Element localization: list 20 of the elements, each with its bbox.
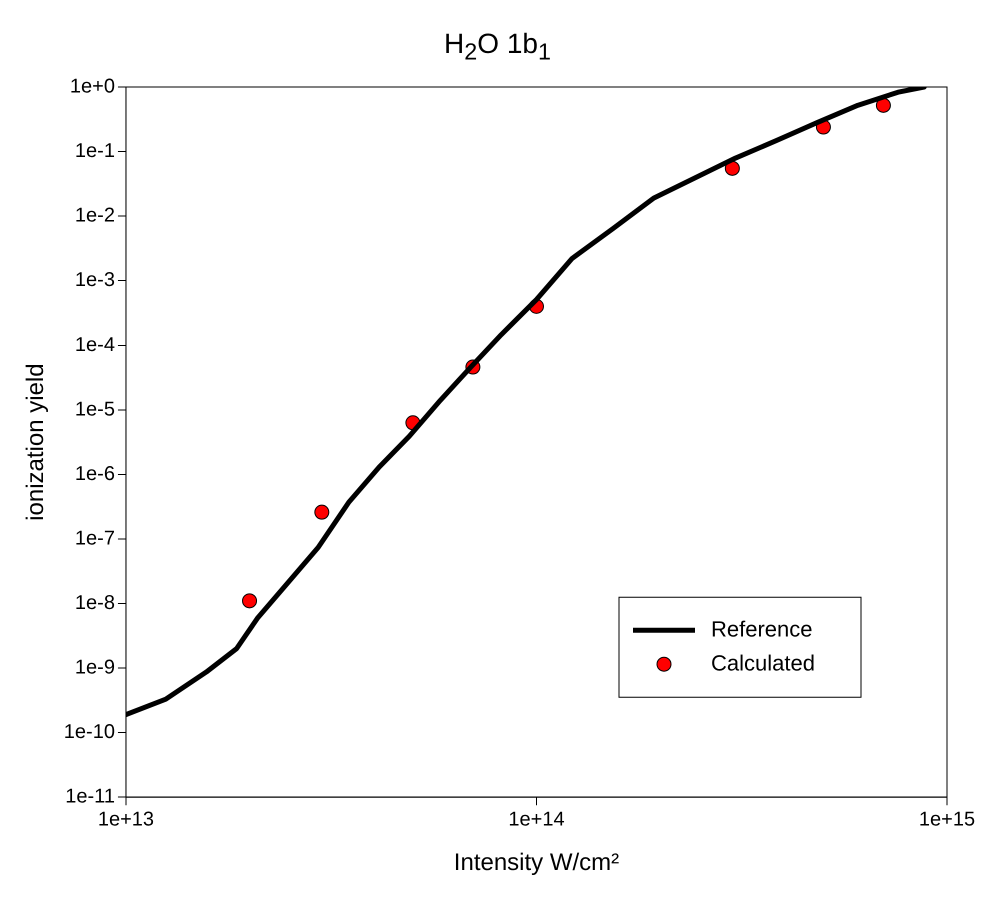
chart-title: H$_{2}$O 1b$_{1}$ <box>443 27 552 67</box>
legend-label: Reference <box>711 616 813 642</box>
y-tick-label: 1e-3 <box>74 269 115 292</box>
y-tick-label: 1e-7 <box>74 527 115 550</box>
y-tick-label: 1e-10 <box>64 721 115 744</box>
y-tick-label: 1e-2 <box>74 204 115 227</box>
y-tick-label: 1e-9 <box>74 656 115 679</box>
y-tick-label: 1e-8 <box>74 592 115 614</box>
y-axis-title: ionization yield <box>22 363 50 521</box>
x-tick-label: 1e+14 <box>508 808 565 831</box>
x-tick-label: 1e+15 <box>918 808 976 831</box>
y-tick-label: 1e-4 <box>74 334 115 356</box>
y-tick-label: 1e-1 <box>74 140 115 162</box>
x-axis-title: Intensity W/cm² <box>454 849 620 876</box>
x-tick-label: 1e+13 <box>98 808 154 831</box>
y-tick-label: 1e+0 <box>70 76 115 98</box>
y-tick-label: 1e-11 <box>65 786 115 808</box>
y-tick-label: 1e-5 <box>74 398 115 420</box>
y-tick-label: 1e-6 <box>74 462 115 485</box>
legend-label: Calculated <box>711 650 815 676</box>
